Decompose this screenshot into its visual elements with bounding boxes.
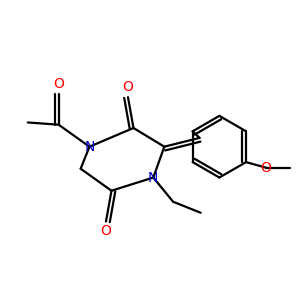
Text: O: O: [53, 77, 64, 91]
Text: N: N: [84, 140, 94, 154]
Text: O: O: [260, 160, 271, 175]
Text: O: O: [122, 80, 134, 94]
Text: N: N: [148, 170, 158, 184]
Text: O: O: [100, 224, 111, 239]
